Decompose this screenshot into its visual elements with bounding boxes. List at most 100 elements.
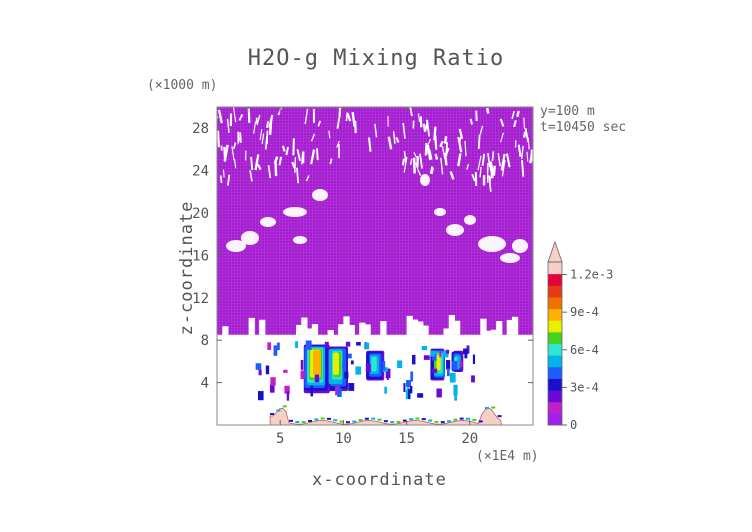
y-tick-label: 12 [192,291,209,307]
terrain-fringe [345,421,350,424]
upper-streak [216,130,221,148]
terrain-fringe [289,419,294,422]
vapor-streak [258,369,262,376]
upper-streak [282,145,286,152]
y-axis-title: z-coordinate [177,200,197,336]
field-edge-gap [348,325,355,335]
upper-streak [317,120,322,127]
colorbar-tick-label: 1.2e-3 [570,268,613,282]
y-tick-label: 16 [192,248,209,264]
upper-streak [500,153,506,171]
convective-core [313,350,321,375]
terrain-fringe [301,421,306,424]
terrain-fringe [308,419,313,422]
colorbar-swatch [548,273,562,286]
terrain-fringe [466,417,471,420]
x-axis-title: x-coordinate [312,470,447,490]
y-tick-label: 28 [192,121,209,137]
upper-streak [409,158,413,165]
upper-streak [374,123,378,138]
field-edge-gap [411,319,419,335]
upper-streak [336,140,340,148]
vapor-streak [454,391,458,401]
upper-streak [521,160,525,177]
upper-streak [441,146,446,160]
terrain-fringe [491,406,496,409]
upper-streak [526,151,529,162]
vapor-streak [430,350,436,357]
vapor-streak [417,393,424,398]
upper-streak [249,170,253,182]
vapor-streak [382,367,388,372]
upper-streak [439,140,444,148]
terrain-fringe [339,420,344,423]
vapor-streak [344,371,349,379]
upper-streak [457,136,463,153]
vapor-streak [284,385,290,394]
vapor-streak [277,342,280,351]
cloud-patch [478,236,506,252]
vapor-streak [443,350,449,358]
field-edge-gap [343,316,350,335]
upper-streak [469,118,473,125]
terrain-fringe [415,417,420,420]
colorbar-swatch [548,331,562,344]
colorbar-swatch [548,262,562,275]
upper-streak [425,119,431,137]
upper-streak [458,128,464,140]
upper-streak [401,158,405,166]
field-edge-gap [364,324,371,335]
colorbar-swatch [548,355,562,368]
y-tick-label: 8 [201,333,209,349]
upper-streak [481,153,486,166]
upper-streak [346,112,352,122]
upper-streak [529,149,534,164]
vapor-streak [337,388,342,397]
vapor-streak [342,362,346,370]
field-edge-gap [359,322,366,335]
vapor-streak [356,342,361,346]
cloud-patch [434,208,446,216]
convective-core [436,354,441,371]
y-tick-label: 4 [201,376,209,392]
info-y-location: y=100 m [540,104,595,119]
chart-title: H2O-g Mixing Ratio [247,46,505,71]
upper-streak [227,174,231,186]
terrain-fringe [371,417,376,420]
terrain-fringe [421,418,426,421]
colorbar-swatch [548,366,562,379]
upper-streak [479,125,484,135]
cloud-patch [512,239,528,253]
field-edge-gap [496,321,503,335]
upper-streak [336,117,341,129]
upper-streak [301,154,304,165]
colorbar-swatch [548,343,562,356]
upper-streak [477,155,482,171]
vapor-streak [385,368,391,379]
upper-streak [471,173,476,182]
terrain-fringe [314,418,319,421]
vapor-streak [463,348,468,355]
colorbar-swatch [548,413,562,426]
field-edge-gap [327,329,334,335]
upper-streak [487,152,491,168]
upper-streak [329,158,333,165]
upper-streak [345,112,348,122]
terrain-fringe [352,420,357,423]
upper-streak [403,156,408,173]
cloud-patch [226,240,246,252]
y-tick-label: 24 [192,164,209,180]
upper-streak [256,114,261,126]
upper-streak [268,119,273,135]
vapor-streak [269,384,275,393]
vapor-streak [270,377,276,386]
x-axis-unit: (×1E4 m) [476,449,539,464]
terrain [269,407,502,426]
vapor-streak [449,372,456,383]
upper-streak [486,107,490,114]
vapor-streak [350,360,354,365]
upper-streak [254,154,260,171]
upper-streak [259,129,263,141]
vapor-streak [472,354,476,365]
terrain-fringe [484,406,489,409]
